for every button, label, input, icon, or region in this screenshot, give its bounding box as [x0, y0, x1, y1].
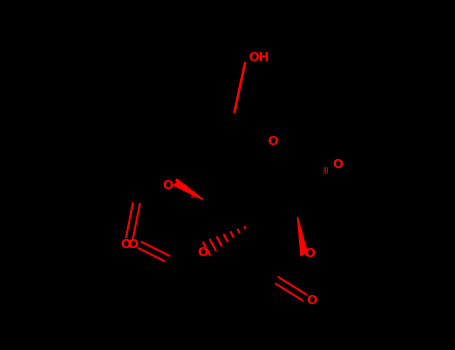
- Text: O: O: [304, 247, 315, 260]
- Text: O: O: [306, 294, 317, 308]
- Text: O: O: [268, 135, 278, 148]
- Polygon shape: [173, 179, 203, 200]
- Text: OH: OH: [248, 51, 269, 64]
- Text: III: III: [322, 167, 329, 176]
- Text: O: O: [163, 179, 173, 192]
- Text: O: O: [128, 238, 138, 252]
- Text: III: III: [189, 191, 196, 201]
- Text: O: O: [121, 238, 131, 252]
- Text: O: O: [197, 245, 208, 259]
- Text: O: O: [333, 158, 343, 171]
- Polygon shape: [298, 217, 308, 256]
